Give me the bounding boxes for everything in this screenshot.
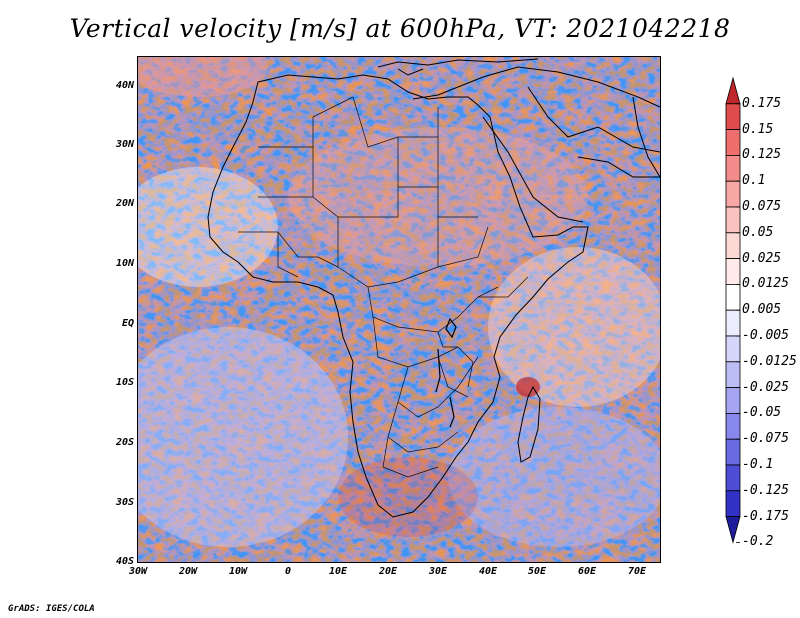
colorbar-tick-label: 0.075 (742, 199, 782, 214)
colorbar-swatch (725, 438, 741, 466)
colorbar-swatch (725, 129, 741, 156)
colorbar-tick-label: -0.0125 (742, 353, 797, 369)
lat-label-20s: 20S (115, 437, 134, 448)
colorbar-tick-label: 0.005 (742, 302, 782, 318)
lon-label-10w: 10W (228, 566, 248, 577)
colorbar-swatch (725, 103, 741, 130)
map-canvas (138, 57, 660, 562)
colorbar-tick-label: -0.025 (742, 379, 789, 395)
velocity-map (137, 56, 661, 563)
lon-label-50e: 50E (527, 566, 547, 577)
lat-label-30n: 30N (115, 139, 134, 150)
colorbar-tick-label: -0.175 (742, 508, 789, 524)
lat-label-30s: 30S (115, 497, 134, 508)
colorbar-swatch (725, 76, 741, 105)
colorbar-tick-label: -0.2 (742, 534, 774, 550)
colorbar-swatch (725, 516, 741, 544)
lon-label-20e: 20E (378, 566, 398, 577)
colorbar-swatch (725, 206, 741, 234)
colorbar-tick-label: 0.15 (742, 121, 774, 137)
colorbar-swatch (725, 490, 741, 517)
lat-label-10s: 10S (115, 377, 134, 388)
colorbar-tick-label: -0.05 (742, 405, 782, 421)
lat-label-10n: 10N (115, 258, 134, 269)
lon-label-20w: 20W (178, 566, 198, 577)
lat-label-40n: 40N (115, 80, 134, 91)
colorbar-tick-label: 0.025 (742, 250, 782, 266)
colorbar-swatch (725, 258, 741, 285)
colorbar-tick-label: -0.1 (742, 457, 774, 472)
colorbar-swatch (725, 155, 741, 182)
grads-credit: GrADS: IGES/COLA (8, 604, 95, 614)
lat-label-eq: EQ (121, 318, 134, 329)
colorbar-swatch (725, 412, 741, 440)
colorbar-tick-label: 0.05 (742, 224, 774, 240)
colorbar-tick-label: -0.125 (742, 482, 789, 498)
lat-label-40s: 40S (115, 556, 134, 567)
colorbar-tick-label: 0.125 (742, 147, 782, 163)
colorbar-swatch (725, 387, 741, 414)
colorbar-tick-label: 0.175 (742, 95, 782, 111)
lat-label-20n: 20N (115, 198, 134, 209)
lon-label-30w: 30W (128, 566, 148, 577)
colorbar-swatch (725, 232, 741, 260)
colorbar (725, 76, 741, 544)
colorbar-tick-label: -0.075 (742, 431, 789, 447)
colorbar-tick-label: -0.005 (742, 328, 789, 343)
colorbar-swatch (725, 464, 741, 492)
colorbar-tick-label: 0.0125 (742, 276, 789, 292)
lon-label-40e: 40E (478, 566, 498, 577)
colorbar-swatch (725, 361, 741, 388)
lon-label-60e: 60E (577, 566, 597, 577)
map-title: Vertical velocity [m/s] at 600hPa, VT: 2… (69, 14, 731, 43)
colorbar-legend: 0.175 0.15 0.125 0.1 0.075 0.05 0.025 0.0125 0.0… (712, 62, 800, 562)
colorbar-tick-label: 0.1 (742, 173, 766, 189)
lon-label-70e: 70E (627, 566, 647, 577)
colorbar-swatch (725, 309, 741, 337)
colorbar-swatch (725, 283, 741, 311)
lon-label-30e: 30E (428, 566, 448, 577)
colorbar-swatch (725, 335, 741, 363)
lon-label-0: 0 (284, 566, 292, 577)
colorbar-swatch (725, 180, 741, 208)
lon-label-10e: 10E (328, 566, 348, 577)
